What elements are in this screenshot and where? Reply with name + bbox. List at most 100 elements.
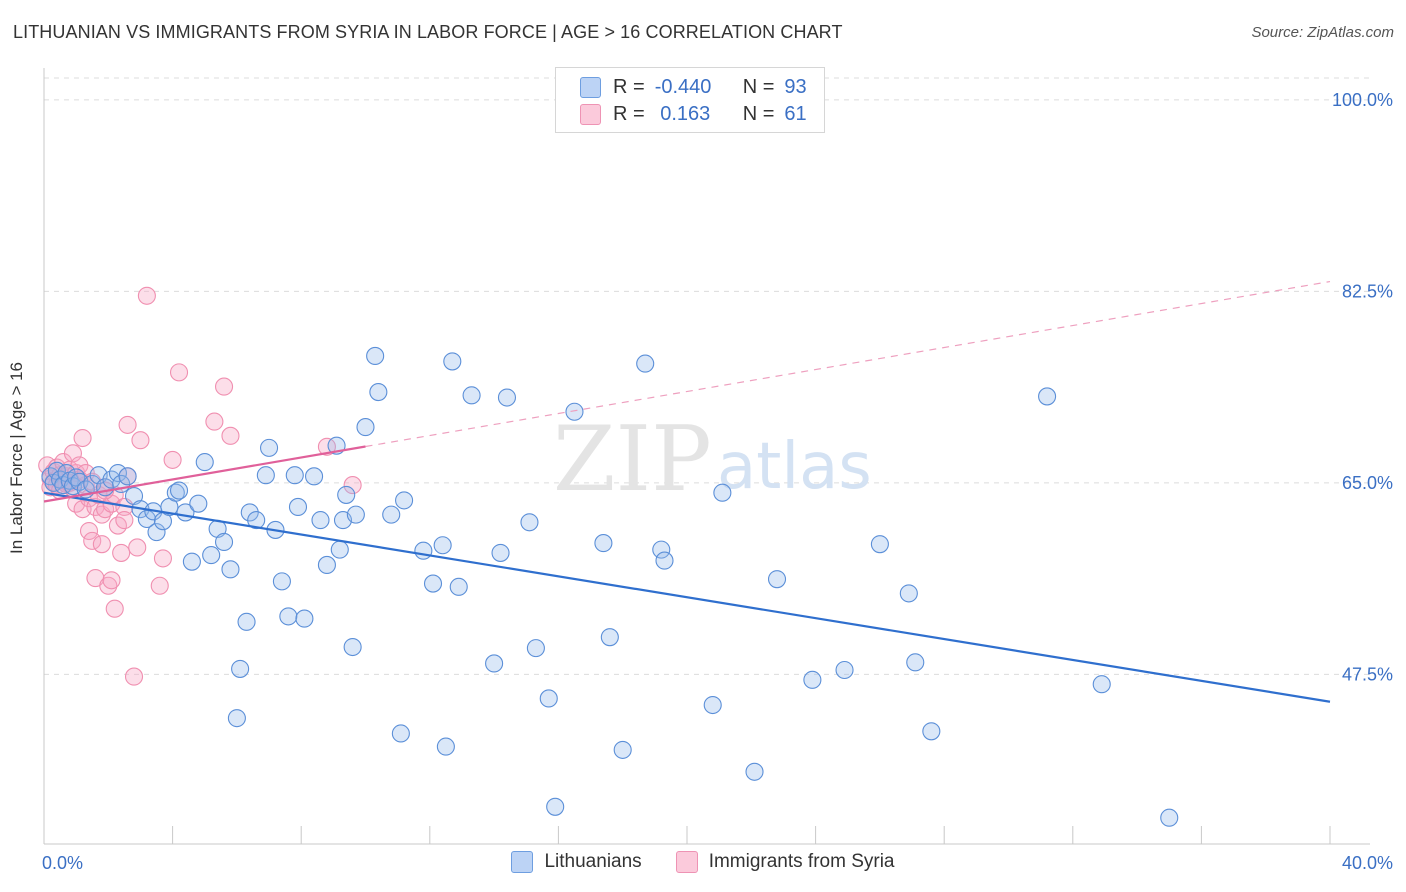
legend-r-value: 0.163 (654, 102, 711, 125)
legend-n-value: 93 (784, 75, 807, 98)
syria-point-51 (150, 576, 169, 595)
lithuanian-point-34 (221, 560, 240, 579)
lithuanian-point-83 (655, 551, 674, 570)
lithuanian-point-52 (330, 540, 349, 559)
lithuanian-point-54 (337, 485, 356, 504)
lithuanian-point-35 (227, 709, 246, 728)
lithuanian-point-61 (391, 724, 410, 743)
lithuanian-point-78 (594, 534, 613, 553)
lithuanian-point-30 (195, 453, 214, 472)
lithuanian-point-75 (539, 689, 558, 708)
lithuanian-point-64 (423, 574, 443, 593)
lithuanian-point-71 (491, 543, 510, 562)
syria-point-53 (163, 450, 182, 469)
lithuanian-point-68 (449, 577, 468, 596)
lithuanian-point-81 (636, 354, 655, 373)
lithuanian-point-56 (346, 505, 365, 524)
lithuanian-point-39 (247, 511, 266, 530)
lithuanian-point-48 (305, 467, 324, 486)
chart-title: LITHUANIAN VS IMMIGRANTS FROM SYRIA IN L… (13, 22, 843, 42)
legend-n-value: 61 (784, 102, 807, 125)
lithuanian-point-43 (272, 572, 291, 591)
lithuanian-point-72 (497, 388, 517, 407)
source-label: Source: ZipAtlas.com (1251, 24, 1394, 41)
lithuanian-point-95 (1092, 675, 1111, 694)
lithuanian-point-87 (767, 570, 787, 589)
syria-point-38 (102, 571, 121, 590)
lithuanian-point-96 (1160, 808, 1179, 827)
lithuanian-point-77 (565, 402, 584, 421)
syria-point-40 (105, 599, 124, 618)
lithuanian-point-88 (803, 670, 822, 689)
lithuanian-point-84 (703, 695, 722, 715)
lithuanian-point-31 (202, 546, 221, 565)
lithuanian-point-76 (546, 797, 565, 816)
lithuanian-point-85 (713, 483, 732, 502)
syria-point-42 (112, 543, 131, 562)
legend-r-label: R = (613, 102, 645, 125)
legend-r-value: -0.440 (654, 75, 712, 98)
grid-lines (44, 77, 1370, 675)
lithuanian-point-40 (256, 466, 275, 485)
axes (43, 68, 1370, 845)
lithuanian-point-33 (214, 532, 234, 552)
lithuanian-point-18 (124, 486, 144, 506)
lithuanian-point-94 (1038, 387, 1057, 406)
syria-point-55 (205, 412, 224, 431)
lithuanian-point-86 (745, 762, 764, 781)
series-swatch-lithuanians (511, 851, 534, 873)
syria-point-47 (124, 667, 144, 686)
lithuanian-point-62 (395, 491, 414, 510)
correlation-legend: R = -0.440 N = 93 R = 0.163 N = 61 (555, 67, 825, 133)
lithuanian-point-65 (433, 536, 452, 555)
y-tick-label-0: 47.5% (1342, 664, 1393, 684)
lithuanian-point-26 (169, 481, 189, 500)
lithuanian-point-70 (485, 654, 504, 673)
legend-n-label: N = (742, 102, 775, 125)
lithuanian-point-59 (369, 383, 388, 402)
lithuanian-point-80 (613, 740, 632, 759)
series-legend-syria: Immigrants from Syria (675, 851, 895, 873)
lithuanian-point-58 (366, 346, 385, 365)
y-axis-label: In Labor Force | Age > 16 (7, 361, 26, 555)
watermark-atlas: atlas (717, 430, 872, 504)
lithuanian-point-67 (443, 352, 462, 371)
lithuanian-point-91 (899, 584, 918, 603)
syria-trend-extension (365, 280, 1331, 448)
syria-point-36 (99, 576, 118, 595)
lithuanian-trend-line (43, 491, 1331, 703)
legend-row-lithuanians: R = -0.440 N = 93 (580, 74, 807, 100)
series-legend-lithuanians: Lithuanians (511, 851, 642, 873)
lithuanian-point-44 (279, 607, 298, 626)
lithuanian-point-45 (285, 466, 304, 485)
syria-point-21 (73, 428, 92, 448)
lithuanian-point-36 (231, 659, 250, 678)
x-tick-labels: 0.0% 40.0% (42, 853, 1393, 873)
watermark-zip: ZIP (553, 407, 712, 512)
lithuanian-point-82 (652, 540, 671, 559)
lithuanian-point-38 (240, 503, 259, 522)
syria-point-58 (317, 437, 336, 456)
trend-lines (43, 280, 1331, 703)
syria-point-57 (221, 426, 240, 445)
syria-trend-line (43, 445, 366, 503)
y-tick-label-2: 82.5% (1342, 281, 1393, 301)
lithuanian-point-22 (147, 523, 166, 542)
syria-points (38, 286, 362, 686)
lithuanian-point-73 (520, 513, 539, 532)
syria-point-46 (118, 415, 137, 434)
y-tick-label-1: 65.0% (1342, 473, 1393, 493)
syria-point-56 (214, 377, 234, 396)
legend-swatch-lithuanians (580, 76, 601, 98)
legend-n-label: N = (742, 75, 775, 98)
lithuanian-point-79 (600, 628, 619, 647)
lithuanian-point-93 (922, 722, 941, 741)
lithuanian-point-25 (166, 483, 185, 502)
lithuanian-point-46 (288, 497, 308, 517)
lithuanian-point-29 (189, 494, 208, 513)
lithuanian-point-55 (343, 637, 362, 657)
syria-point-48 (128, 538, 147, 557)
lithuanian-point-15 (108, 463, 127, 483)
lithuanian-point-57 (356, 418, 375, 437)
